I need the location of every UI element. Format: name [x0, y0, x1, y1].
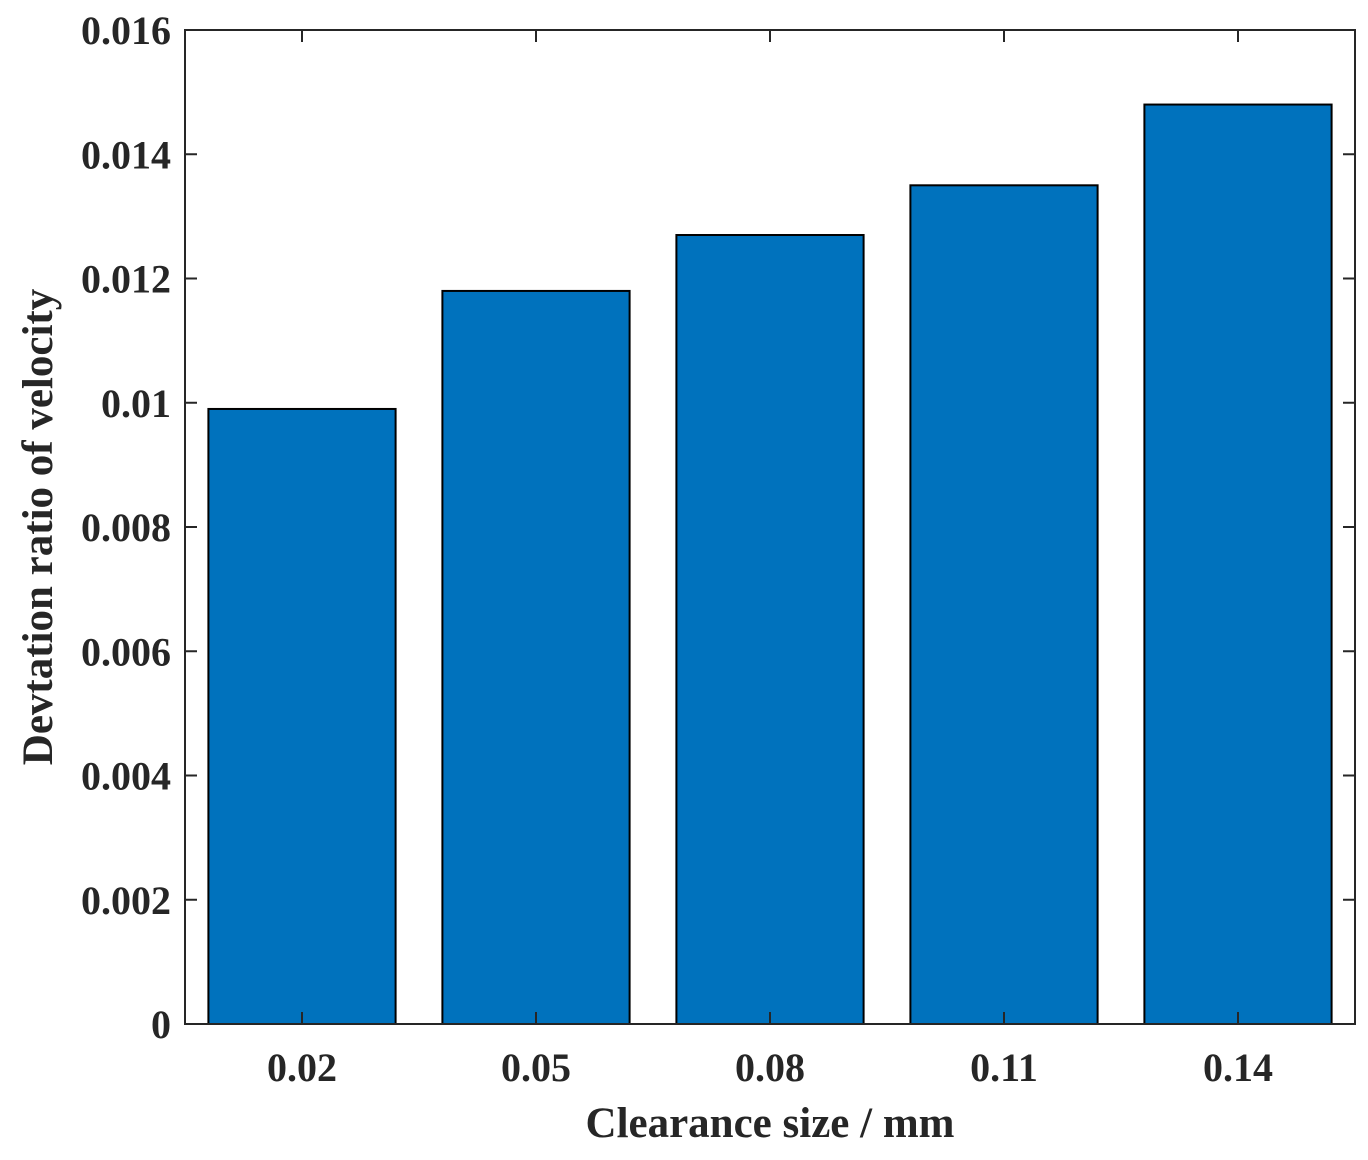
y-tick-label: 0.01 — [101, 381, 171, 426]
bar-0.14 — [1143, 103, 1333, 1026]
y-axis-ticks: 0 0.002 0.004 0.006 0.008 0.01 0.012 0.014 0.016 — [81, 8, 1355, 1047]
bar-0.02 — [207, 407, 397, 1025]
x-tick-label: 0.05 — [501, 1045, 571, 1090]
y-tick-label: 0.008 — [81, 505, 171, 550]
bars — [207, 103, 1333, 1026]
x-axis-title: Clearance size / mm — [586, 1100, 955, 1147]
x-tick-label: 0.08 — [735, 1045, 805, 1090]
y-tick-label: 0.002 — [81, 878, 171, 923]
y-tick-label: 0 — [151, 1002, 171, 1047]
x-tick-label: 0.02 — [267, 1045, 337, 1090]
x-tick-label: 0.11 — [970, 1045, 1038, 1090]
y-tick-label: 0.016 — [81, 8, 171, 53]
y-tick-label: 0.004 — [81, 754, 171, 799]
x-axis-ticks: 0.02 0.05 0.08 0.11 0.14 — [267, 30, 1273, 1090]
bar-0.08 — [675, 234, 865, 1025]
y-tick-label: 0.006 — [81, 629, 171, 674]
y-tick-label: 0.012 — [81, 257, 171, 302]
bar-0.05 — [441, 289, 631, 1025]
x-tick-label: 0.14 — [1203, 1045, 1273, 1090]
y-tick-label: 0.014 — [81, 132, 171, 177]
y-axis-title: Devtation ratio of velocity — [15, 288, 62, 765]
bar-0.11 — [909, 184, 1099, 1025]
